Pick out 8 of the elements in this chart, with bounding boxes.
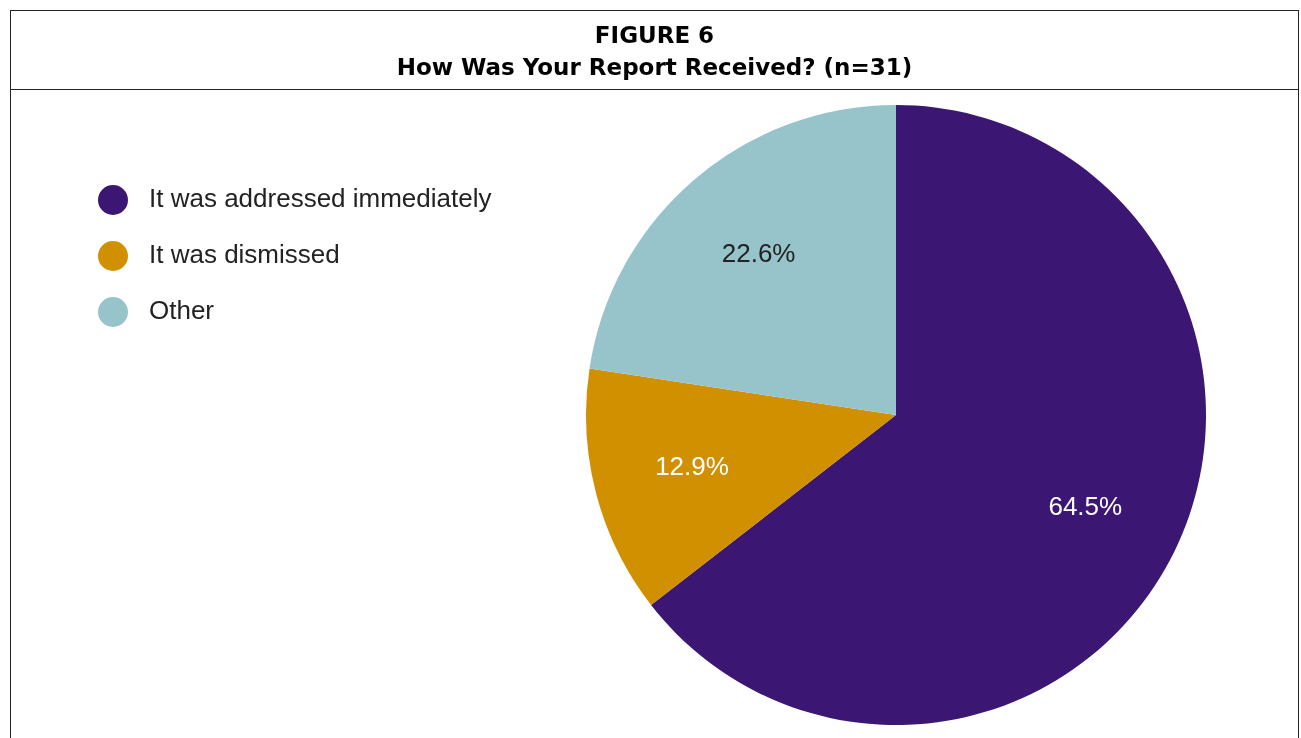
chart-subtitle: How Was Your Report Received? (n=31): [395, 53, 914, 82]
chart-title: FIGURE 6: [593, 21, 716, 50]
data-label: 12.9%: [655, 451, 729, 482]
legend-label: It was addressed immediately: [149, 183, 492, 214]
data-label: 22.6%: [721, 238, 796, 269]
data-label: 64.5%: [1048, 490, 1123, 521]
legend-label: It was dismissed: [149, 239, 340, 270]
legend-label: Other: [149, 295, 215, 326]
